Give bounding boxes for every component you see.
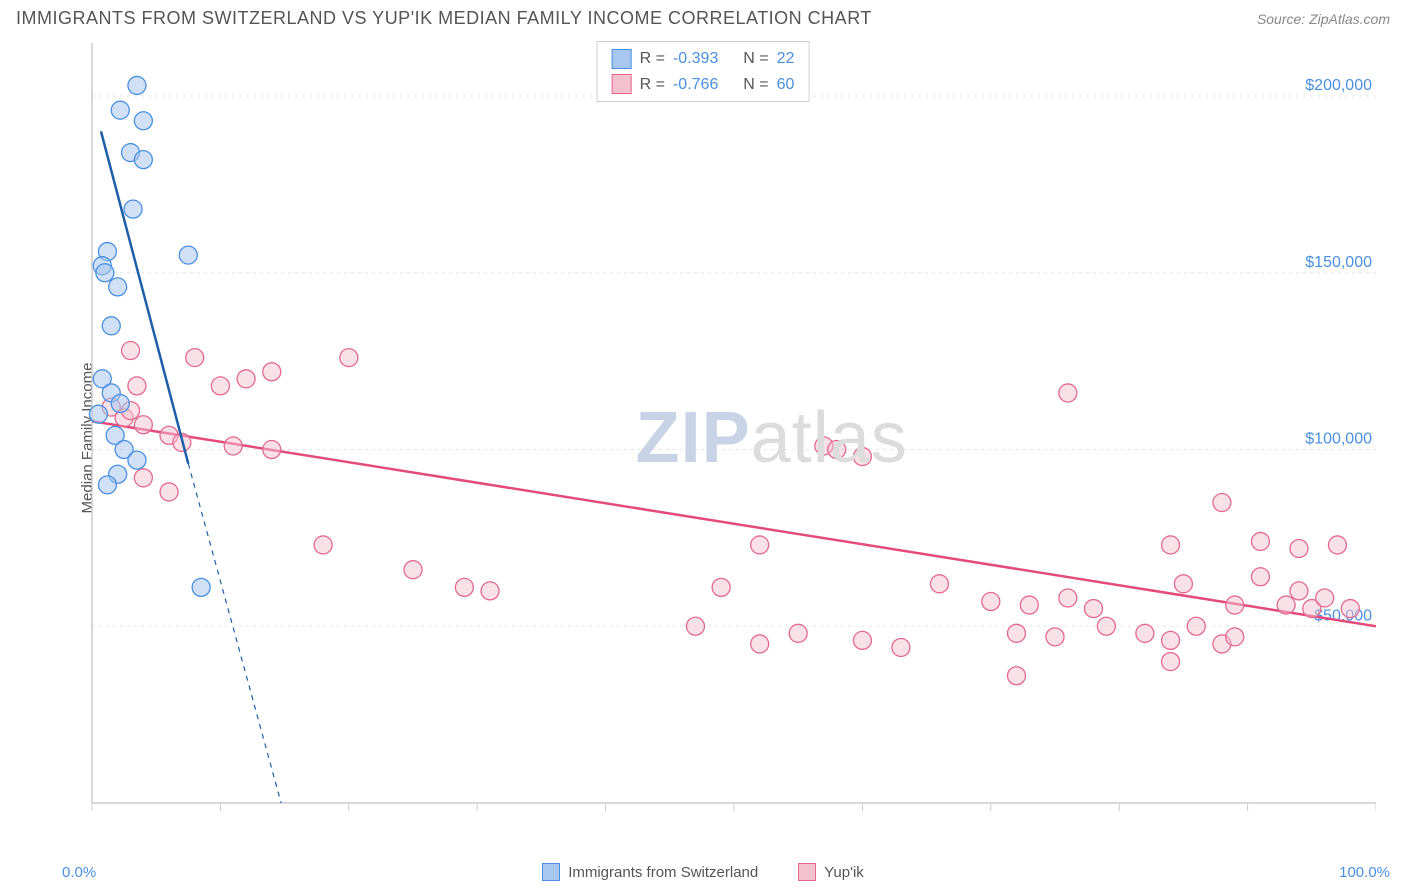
legend-row-yupik: R = -0.766 N = 60 xyxy=(612,72,795,98)
svg-text:$100,000: $100,000 xyxy=(1305,431,1372,448)
correlation-legend: R = -0.393 N = 22 R = -0.766 N = 60 xyxy=(597,41,810,102)
legend-swatch-yupik xyxy=(612,74,632,94)
svg-text:$200,000: $200,000 xyxy=(1305,77,1372,94)
legend-swatch-swiss xyxy=(612,49,632,69)
legend-swatch-icon xyxy=(542,863,560,881)
legend-swatch-icon xyxy=(798,863,816,881)
series-legend: Immigrants from Switzerland Yup'ik xyxy=(16,863,1390,881)
chart-title: IMMIGRANTS FROM SWITZERLAND VS YUP'IK ME… xyxy=(16,8,872,29)
source-label: Source: ZipAtlas.com xyxy=(1257,11,1390,27)
svg-text:$150,000: $150,000 xyxy=(1305,254,1372,271)
legend-item-swiss: Immigrants from Switzerland xyxy=(542,863,758,881)
legend-row-swiss: R = -0.393 N = 22 xyxy=(612,46,795,72)
legend-item-yupik: Yup'ik xyxy=(798,863,864,881)
scatter-chart: $50,000$100,000$150,000$200,000 xyxy=(46,33,1376,813)
